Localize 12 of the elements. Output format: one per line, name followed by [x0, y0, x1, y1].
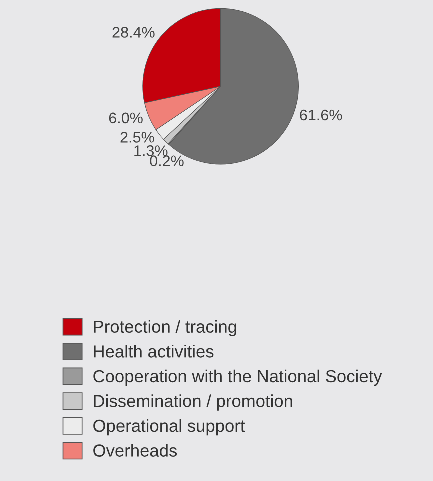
legend-label: Health activities: [94, 345, 214, 358]
data-label: 61.6%: [300, 110, 342, 121]
data-label: 2.5%: [120, 132, 154, 143]
legend-label: Dissemination / promotion: [94, 394, 292, 411]
legend-label: Cooperation with the National Society: [94, 370, 382, 386]
data-label: 6.0%: [109, 112, 143, 124]
data-label: 1.3%: [134, 146, 168, 156]
legend-label: Operational support: [94, 419, 246, 436]
data-label: 0.2%: [150, 156, 184, 166]
data-label: 28.4%: [112, 27, 155, 38]
legend-label: Protection / tracing: [94, 320, 236, 336]
legend-label: Overheads: [94, 444, 178, 457]
